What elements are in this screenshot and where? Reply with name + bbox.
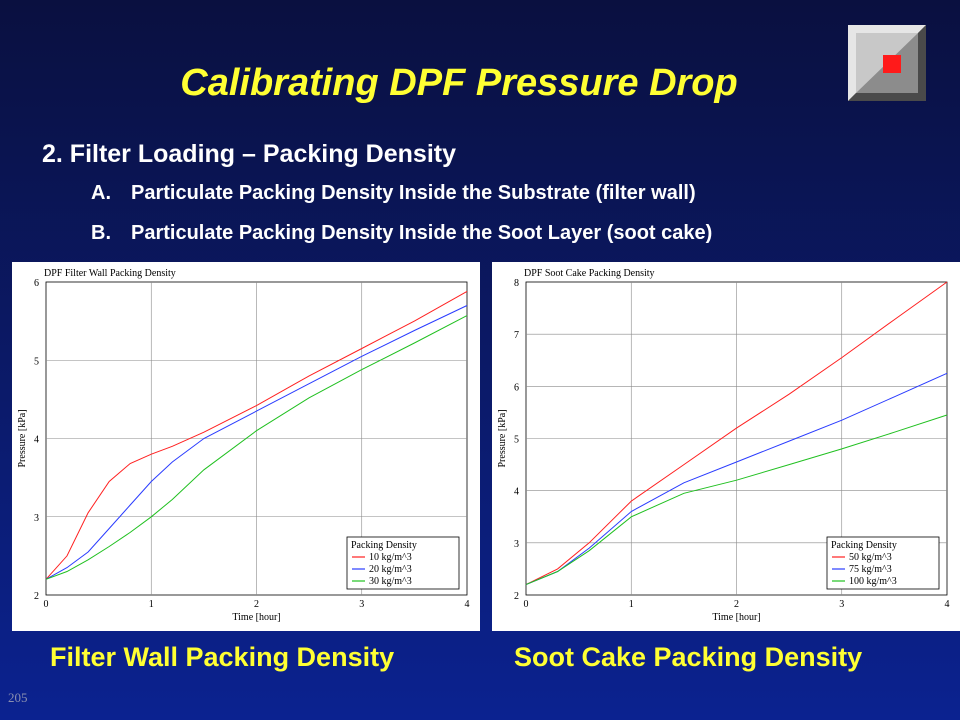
x-tick-label: 3 [839, 599, 844, 610]
bullet-label: B. [91, 222, 111, 244]
y-tick-label: 5 [34, 356, 39, 367]
y-tick-label: 3 [514, 539, 519, 550]
legend-box [346, 536, 460, 590]
series-line [525, 372, 948, 586]
y-axis-label: Pressure [kPa] [497, 409, 508, 467]
series-line [525, 414, 948, 586]
filter-wall-caption: Filter Wall Packing Density [50, 642, 395, 672]
bullet-label: A. [91, 182, 111, 204]
x-tick-label: 2 [254, 599, 259, 610]
x-tick-label: 1 [629, 599, 634, 610]
x-axis-label: Time [hour] [712, 612, 760, 623]
y-tick-label: 4 [34, 435, 39, 446]
x-tick-label: 0 [44, 599, 49, 610]
legend-title: Packing Density [351, 540, 417, 551]
y-tick-label: 6 [514, 382, 519, 393]
page-number: 205 [8, 690, 28, 705]
section-heading: 2. Filter Loading – Packing Density [42, 140, 456, 168]
filter-wall-chart-panel: 0 1 2 3 4 2 3 4 5 6 DPF Filter Wall Packing Densit… [12, 262, 480, 631]
bullet-item: B. Particulate Packing Density Inside the… [91, 222, 712, 245]
legend-box [826, 536, 940, 590]
legend-item: 20 kg/m^3 [369, 564, 412, 575]
y-axis-label: Pressure [kPa] [17, 409, 28, 467]
slide-logo-icon [848, 25, 926, 101]
y-tick-label: 7 [514, 330, 519, 341]
series-line [45, 290, 468, 580]
legend-title: Packing Density [831, 540, 897, 551]
x-tick-label: 2 [734, 599, 739, 610]
x-tick-label: 4 [945, 599, 950, 610]
series-line [45, 305, 468, 580]
soot-cake-caption: Soot Cake Packing Density [514, 642, 863, 672]
legend-item: 75 kg/m^3 [849, 564, 892, 575]
x-tick-label: 1 [149, 599, 154, 610]
chart-title: DPF Filter Wall Packing Density [44, 268, 176, 279]
y-tick-label: 4 [514, 487, 519, 498]
y-tick-label: 5 [514, 435, 519, 446]
y-tick-label: 2 [34, 591, 39, 602]
soot-cake-chart: 0 1 2 3 4 2 3 4 5 6 7 8 DPF Soot Cake Packing Densit… [497, 268, 950, 623]
legend-item: 10 kg/m^3 [369, 552, 412, 563]
legend-item: 50 kg/m^3 [849, 552, 892, 563]
legend-item: 30 kg/m^3 [369, 576, 412, 587]
bullet-item: A. Particulate Packing Density Inside the… [91, 182, 696, 205]
x-tick-label: 4 [465, 599, 470, 610]
x-tick-label: 3 [359, 599, 364, 610]
y-tick-label: 8 [514, 278, 519, 289]
slide-title: Calibrating DPF Pressure Drop [180, 62, 738, 104]
chart-title: DPF Soot Cake Packing Density [524, 268, 655, 279]
bullet-text: Particulate Packing Density Inside the S… [131, 222, 713, 244]
y-tick-label: 2 [514, 591, 519, 602]
bullet-text: Particulate Packing Density Inside the S… [131, 182, 696, 204]
x-tick-label: 0 [524, 599, 529, 610]
soot-cake-chart-panel: 0 1 2 3 4 2 3 4 5 6 7 8 DPF Soot Cake Packing Densit… [492, 262, 960, 631]
y-tick-label: 6 [34, 278, 39, 289]
x-axis-label: Time [hour] [232, 612, 280, 623]
legend-item: 100 kg/m^3 [849, 576, 897, 587]
series-line [45, 315, 468, 580]
series-line [525, 281, 948, 586]
filter-wall-chart: 0 1 2 3 4 2 3 4 5 6 DPF Filter Wall Packing Densit… [17, 268, 470, 623]
y-tick-label: 3 [34, 513, 39, 524]
